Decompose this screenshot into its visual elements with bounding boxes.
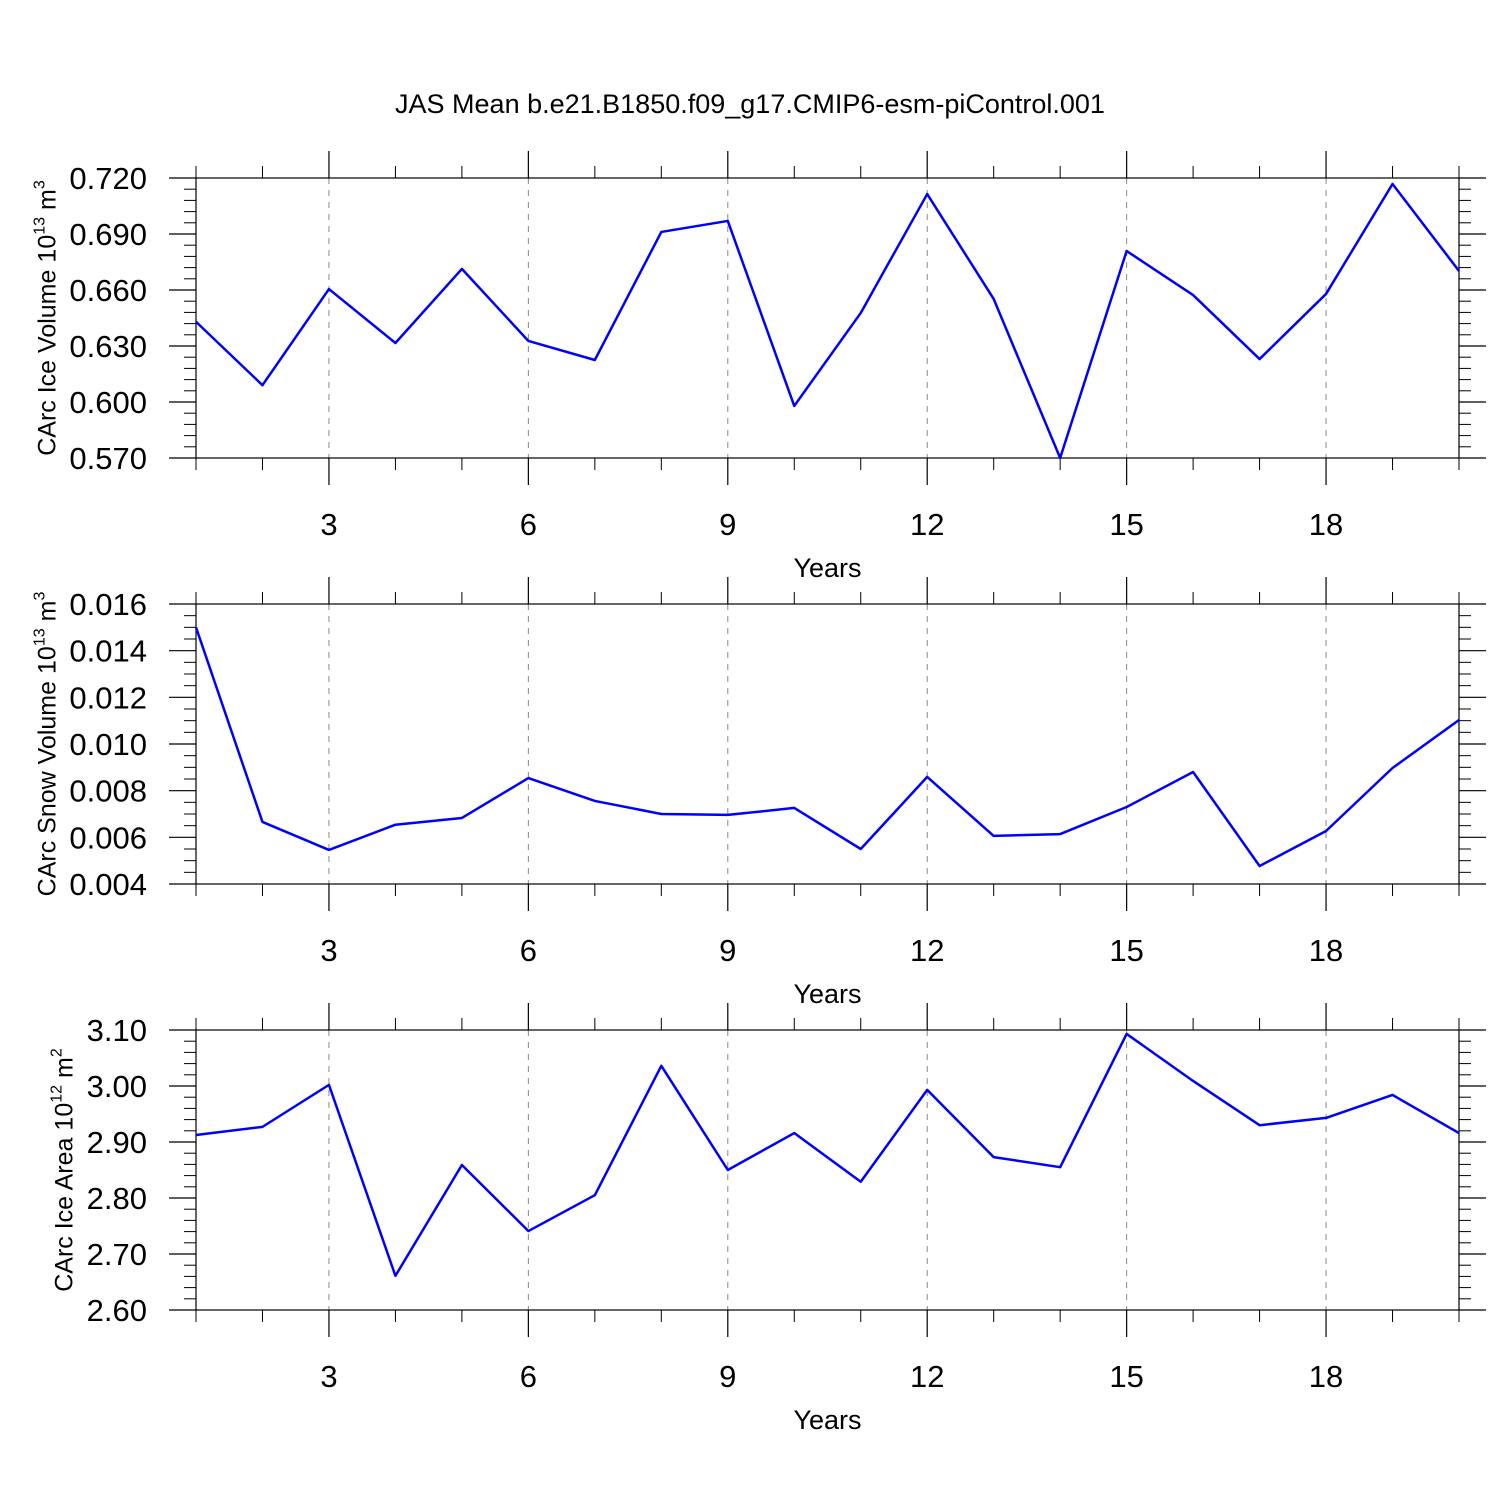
y-label-unit-exp: 3 (31, 592, 48, 601)
x-axis-label: Years (793, 1405, 861, 1435)
x-tick-label: 18 (1309, 933, 1343, 968)
y-tick-label: 2.60 (87, 1293, 147, 1328)
y-tick-label: 0.004 (69, 867, 147, 902)
y-label-unit-exp: 3 (31, 180, 48, 189)
y-tick-label: 0.010 (69, 727, 147, 762)
panel: 3 6 9 12 15 18 0.570 0.600 0.630 0.660 0.690 0.720 Y… (31, 151, 1486, 583)
y-tick-label: 3.10 (87, 1013, 147, 1048)
y-tick-label: 0.016 (69, 587, 147, 622)
y-axis-label: CArc Snow Volume 1013 m3 (31, 592, 61, 897)
x-tick-label: 15 (1109, 933, 1143, 968)
x-tick-label: 3 (320, 1359, 337, 1394)
y-tick-label: 0.690 (69, 217, 147, 252)
y-tick-label: 0.014 (69, 634, 147, 669)
x-axis-label: Years (793, 979, 861, 1009)
x-tick-label: 6 (520, 1359, 537, 1394)
y-tick-label: 3.00 (87, 1069, 147, 1104)
x-tick-label: 6 (520, 933, 537, 968)
x-tick-label: 3 (320, 933, 337, 968)
y-label-name: CArc Ice Area (51, 1137, 79, 1291)
plot-frame (195, 603, 1460, 885)
y-tick-label: 0.660 (69, 273, 147, 308)
figure-title: JAS Mean b.e21.B1850.f09_g17.CMIP6-esm-p… (395, 89, 1105, 119)
y-label-name: CArc Snow Volume (33, 681, 61, 896)
y-label-unit: m (33, 189, 61, 210)
y-tick-label: 0.008 (69, 774, 147, 809)
x-tick-label: 9 (719, 933, 736, 968)
x-tick-label: 12 (910, 1359, 944, 1394)
x-tick-label: 9 (719, 1359, 736, 1394)
x-tick-label: 18 (1309, 1359, 1343, 1394)
y-label-scale-exp: 13 (31, 217, 48, 235)
y-tick-label: 0.006 (69, 820, 147, 855)
data-line (194, 626, 1460, 868)
y-tick-label: 0.600 (69, 385, 147, 420)
y-label-scale: 10 (51, 1103, 79, 1131)
panel: 3 6 9 12 15 18 2.60 2.70 2.80 2.90 3.00 3.10 Years CA… (49, 1003, 1486, 1435)
x-tick-label: 12 (910, 933, 944, 968)
x-axis-label: Years (793, 553, 861, 583)
y-label-unit: m (51, 1057, 79, 1078)
panel: 3 6 9 12 15 18 0.004 0.006 0.008 0.010 0.012 0.014 0… (31, 577, 1486, 1009)
y-label-unit: m (33, 601, 61, 622)
y-label-unit-exp: 2 (49, 1048, 66, 1057)
y-axis-label: CArc Ice Area 1012 m2 (49, 1048, 79, 1292)
y-tick-label: 2.80 (87, 1181, 147, 1216)
y-tick-label: 0.630 (69, 329, 147, 364)
y-label-scale-exp: 13 (31, 628, 48, 646)
x-tick-label: 15 (1109, 507, 1143, 542)
y-label-scale: 10 (33, 235, 61, 263)
y-label-scale: 10 (33, 646, 61, 674)
x-tick-label: 6 (520, 507, 537, 542)
y-label-name: CArc Ice Volume (33, 270, 61, 456)
plot-frame (195, 177, 1460, 459)
y-tick-label: 2.70 (87, 1237, 147, 1272)
x-tick-label: 3 (320, 507, 337, 542)
x-tick-label: 9 (719, 507, 736, 542)
x-tick-label: 18 (1309, 507, 1343, 542)
y-tick-label: 0.570 (69, 441, 147, 476)
plot-frame (195, 1029, 1460, 1311)
y-label-scale-exp: 12 (49, 1085, 66, 1103)
y-axis-label: CArc Ice Volume 1013 m3 (31, 180, 61, 456)
data-line (195, 182, 1460, 460)
x-tick-label: 12 (910, 507, 944, 542)
y-tick-label: 0.720 (69, 161, 147, 196)
y-tick-label: 0.012 (69, 680, 147, 715)
x-tick-label: 15 (1109, 1359, 1143, 1394)
y-tick-label: 2.90 (87, 1125, 147, 1160)
data-line (195, 1032, 1460, 1278)
